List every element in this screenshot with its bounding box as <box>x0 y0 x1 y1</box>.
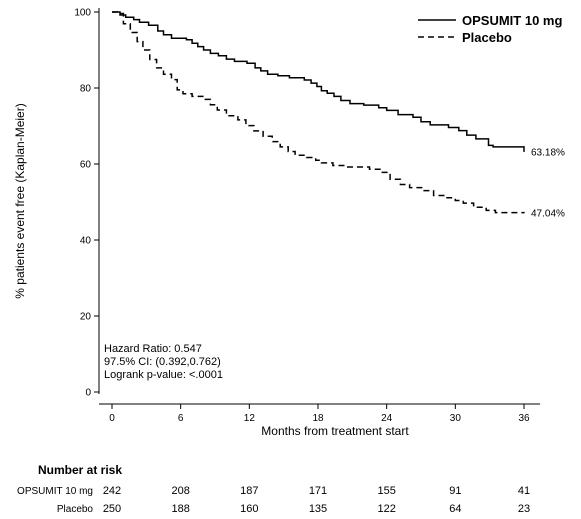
risk-value: 23 <box>518 503 530 515</box>
hazard-ratio-text: Hazard Ratio: 0.547 <box>104 343 202 355</box>
y-tick-label: 20 <box>80 312 92 323</box>
y-tick-label: 60 <box>80 160 92 171</box>
risk-table-title: Number at risk <box>38 463 122 477</box>
x-tick-label: 36 <box>518 413 530 424</box>
risk-value: 122 <box>377 503 395 515</box>
x-axis-label: Months from treatment start <box>261 424 409 438</box>
x-tick-label: 30 <box>450 413 462 424</box>
y-tick-label: 80 <box>80 84 92 95</box>
risk-value: 250 <box>103 503 121 515</box>
risk-value: 135 <box>309 503 327 515</box>
risk-value: 242 <box>103 485 121 497</box>
series-line-opsumit-10-mg <box>112 11 525 152</box>
risk-value: 41 <box>518 485 530 497</box>
risk-rows: OPSUMIT 10 mg 242 208 187 171 155 91 41 Placebo 2… <box>17 485 530 515</box>
risk-value: 155 <box>377 485 395 497</box>
axes <box>98 8 540 405</box>
risk-row-label: OPSUMIT 10 mg <box>17 486 93 497</box>
y-tick-label: 0 <box>85 388 91 399</box>
risk-value: 91 <box>449 485 461 497</box>
series-line-placebo <box>112 11 525 214</box>
y-tick-label: 100 <box>74 8 91 19</box>
risk-row-label: Placebo <box>57 504 94 515</box>
y-tick-label: 40 <box>80 236 92 247</box>
legend-label-opsumit: OPSUMIT 10 mg <box>462 13 562 28</box>
risk-value: 187 <box>240 485 258 497</box>
series-layer: 63.18% 47.04% <box>112 11 565 220</box>
y-ticks: 0 20 40 60 80 100 <box>74 8 99 399</box>
y-axis-label: % patients event free (Kaplan-Meier) <box>13 103 27 298</box>
risk-value: 160 <box>240 503 258 515</box>
legend-label-placebo: Placebo <box>462 30 512 45</box>
logrank-p-value-text: Logrank p-value: <.0001 <box>104 369 223 381</box>
risk-value: 188 <box>171 503 189 515</box>
risk-value: 64 <box>449 503 461 515</box>
x-tick-label: 0 <box>109 413 115 424</box>
x-tick-label: 18 <box>312 413 324 424</box>
legend: OPSUMIT 10 mg Placebo <box>418 13 562 45</box>
annotations: Hazard Ratio: 0.547 97.5% CI: (0.392,0.7… <box>104 343 223 381</box>
x-tick-label: 6 <box>178 413 184 424</box>
risk-value: 208 <box>171 485 189 497</box>
risk-table: Number at risk OPSUMIT 10 mg 242 208 187 171… <box>17 463 530 515</box>
x-tick-label: 24 <box>381 413 393 424</box>
x-tick-label: 12 <box>244 413 256 424</box>
x-ticks: 0 6 12 18 24 30 36 <box>109 404 530 424</box>
end-label-opsumit-10-mg: 63.18% <box>531 147 565 158</box>
end-label-placebo: 47.04% <box>531 209 565 220</box>
confidence-interval-text: 97.5% CI: (0.392,0.762) <box>104 356 221 368</box>
risk-value: 171 <box>309 485 327 497</box>
